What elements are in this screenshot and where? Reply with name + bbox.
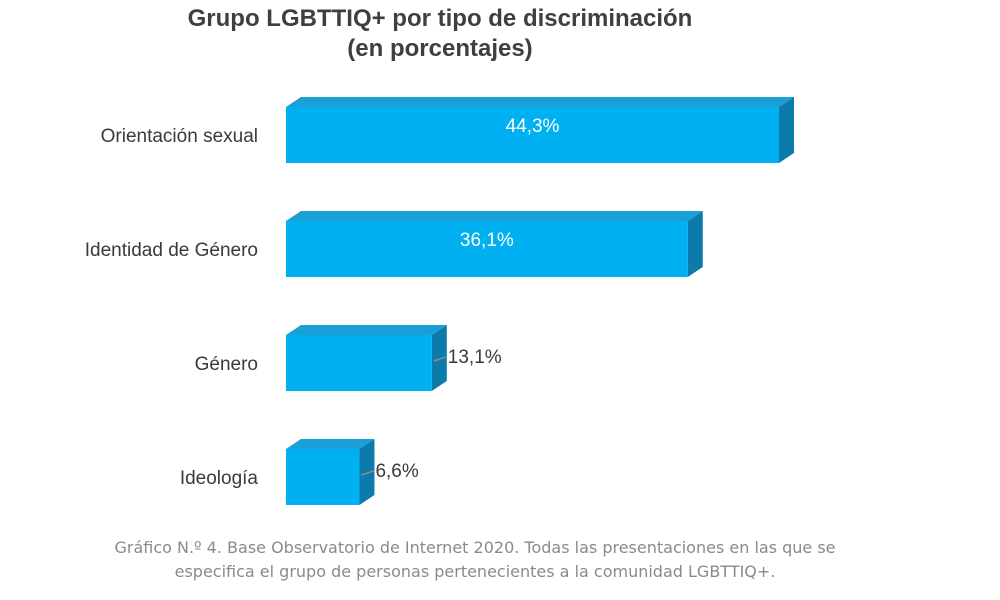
bar-group: Género 13,1% xyxy=(195,325,502,391)
data-label: 44,3% xyxy=(506,116,560,137)
chart-subtitle: (en porcentajes) xyxy=(347,35,533,62)
bar xyxy=(286,221,688,277)
data-label: 36,1% xyxy=(460,230,514,251)
category-label: Ideología xyxy=(180,468,259,489)
bar-side-face xyxy=(687,211,703,277)
figure-caption: Gráfico N.º 4. Base Observatorio de Inte… xyxy=(0,536,950,584)
bar-top-face xyxy=(286,97,794,107)
data-label-leader xyxy=(361,470,374,476)
bar xyxy=(286,107,779,163)
category-label: Género xyxy=(195,354,258,375)
bar-group: Ideología 6,6% xyxy=(180,439,419,505)
bar-group: Identidad de Género 36,1% xyxy=(85,211,703,277)
data-label: 13,1% xyxy=(448,347,502,368)
data-label-leader xyxy=(433,356,447,362)
category-label: Orientación sexual xyxy=(101,126,258,147)
bar xyxy=(286,449,360,505)
bar-group: Orientación sexual 44,3% xyxy=(101,97,794,163)
caption-line-2: especifica el grupo de personas pertenec… xyxy=(174,562,776,581)
bar-side-face xyxy=(359,439,375,505)
bar-side-face xyxy=(779,97,794,163)
bar-top-face xyxy=(286,439,375,449)
bar-side-face xyxy=(431,325,447,391)
category-label: Identidad de Género xyxy=(85,240,258,261)
bar-top-face xyxy=(286,325,447,335)
data-label: 6,6% xyxy=(375,461,418,482)
bar-top-face xyxy=(286,211,703,221)
caption-line-1: Gráfico N.º 4. Base Observatorio de Inte… xyxy=(114,538,836,557)
chart-title: Grupo LGBTTIQ+ por tipo de discriminació… xyxy=(187,5,693,32)
chart-title-block: Grupo LGBTTIQ+ por tipo de discriminació… xyxy=(0,4,880,64)
bar-chart: Orientación sexual 44,3% Identidad de Géne… xyxy=(85,97,794,505)
bar xyxy=(286,335,432,391)
